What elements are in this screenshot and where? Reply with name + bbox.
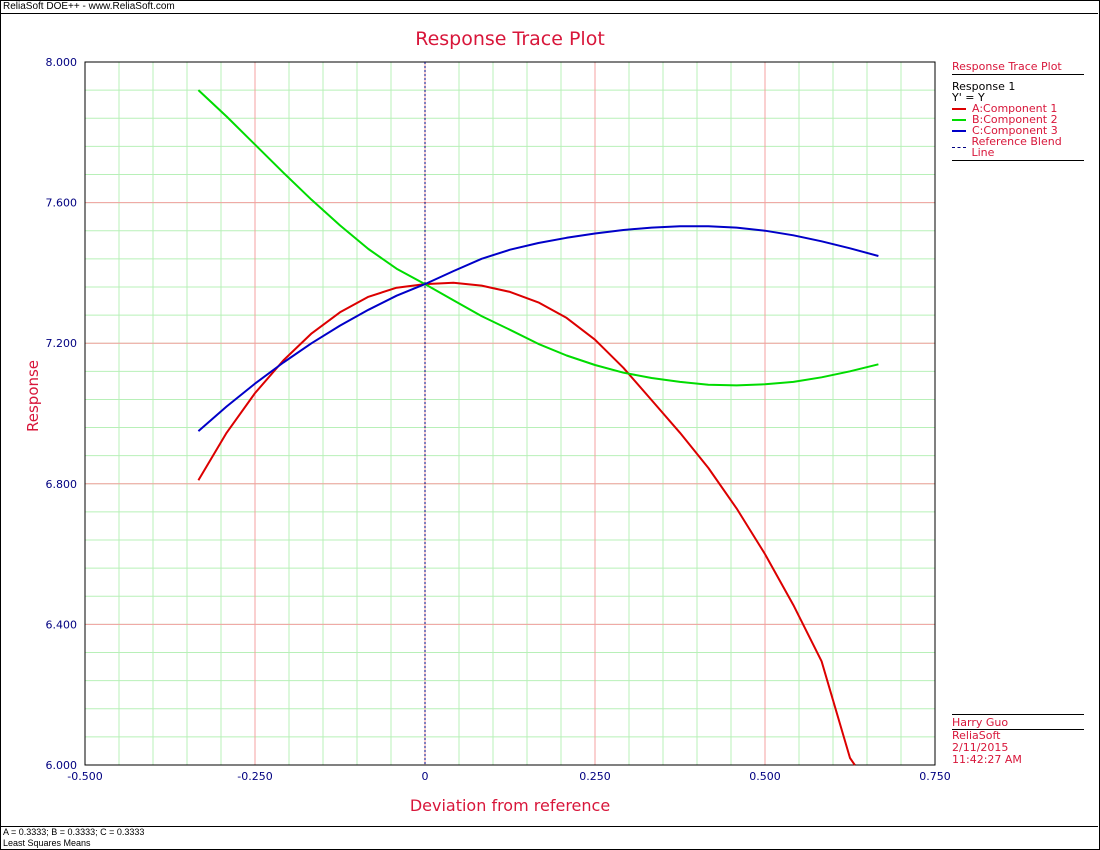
legend-label-component-3: C:Component 3 [972, 124, 1058, 137]
window-title: ReliaSoft DOE++ - www.ReliaSoft.com [3, 1, 175, 12]
footer-means-type: Least Squares Means [3, 838, 91, 848]
legend-label-component-1: A:Component 1 [972, 102, 1058, 115]
y-tick-label: 6.000 [46, 759, 78, 772]
chart-title: Response Trace Plot [415, 28, 605, 50]
legend-swatch-component-1 [952, 107, 966, 110]
x-tick-labels: -0.500 -0.250 0 0.250 0.500 0.750 [67, 770, 950, 783]
info-divider [952, 729, 1084, 730]
legend-label-reference: Reference Blend Line [971, 135, 1062, 159]
x-tick-label: -0.250 [237, 770, 272, 783]
y-tick-label: 7.200 [46, 337, 78, 350]
footer-mixture-values: A = 0.3333; B = 0.3333; C = 0.3333 [3, 827, 145, 837]
y-tick-label: 6.800 [46, 478, 78, 491]
info-box: Harry Guo ReliaSoft 2/11/2015 11:42:27 A… [952, 714, 1084, 766]
legend-title: Response Trace Plot [952, 60, 1084, 75]
x-tick-label: 0 [422, 770, 429, 783]
x-tick-label: -0.500 [67, 770, 102, 783]
legend-swatch-component-3 [952, 129, 966, 132]
info-company: ReliaSoft [952, 729, 1001, 742]
legend-item-component-1: A:Component 1 [952, 103, 1084, 114]
info-user: Harry Guo [952, 716, 1009, 729]
legend-transform: Y' = Y [952, 91, 985, 104]
x-tick-label: 0.750 [919, 770, 951, 783]
series-line-component-1 [197, 281, 856, 766]
legend: Response Trace Plot Response 1 Y' = Y A:… [952, 60, 1084, 161]
legend-label-component-2: B:Component 2 [972, 113, 1058, 126]
series-layer [197, 89, 879, 766]
window-title-bar: ReliaSoft DOE++ - www.ReliaSoft.com [0, 0, 1098, 14]
legend-swatch-component-2 [952, 118, 966, 121]
y-tick-label: 8.000 [46, 56, 78, 69]
x-tick-label: 0.250 [579, 770, 611, 783]
y-tick-labels: 6.000 6.400 6.800 7.200 7.600 8.000 [46, 56, 78, 772]
info-date: 2/11/2015 [952, 741, 1009, 754]
series-line-component-2 [197, 89, 879, 387]
legend-swatch-reference [952, 146, 966, 148]
legend-item-reference: Reference Blend Line [952, 136, 1084, 158]
info-time: 11:42:27 AM [952, 753, 1022, 766]
y-axis-label: Response [24, 359, 42, 432]
status-footer: A = 0.3333; B = 0.3333; C = 0.3333 Least… [0, 826, 1098, 850]
major-gridlines [84, 61, 936, 766]
legend-divider [952, 160, 1084, 161]
legend-response: Response 1 [952, 80, 1016, 93]
plot-border [84, 61, 936, 766]
series-line-component-3 [197, 225, 879, 432]
legend-item-component-3: C:Component 3 [952, 125, 1084, 136]
minor-gridlines [84, 61, 936, 766]
x-tick-label: 0.500 [749, 770, 781, 783]
x-axis-label: Deviation from reference [409, 796, 611, 815]
y-tick-label: 6.400 [46, 618, 78, 631]
y-tick-label: 7.600 [46, 197, 78, 210]
legend-item-component-2: B:Component 2 [952, 114, 1084, 125]
